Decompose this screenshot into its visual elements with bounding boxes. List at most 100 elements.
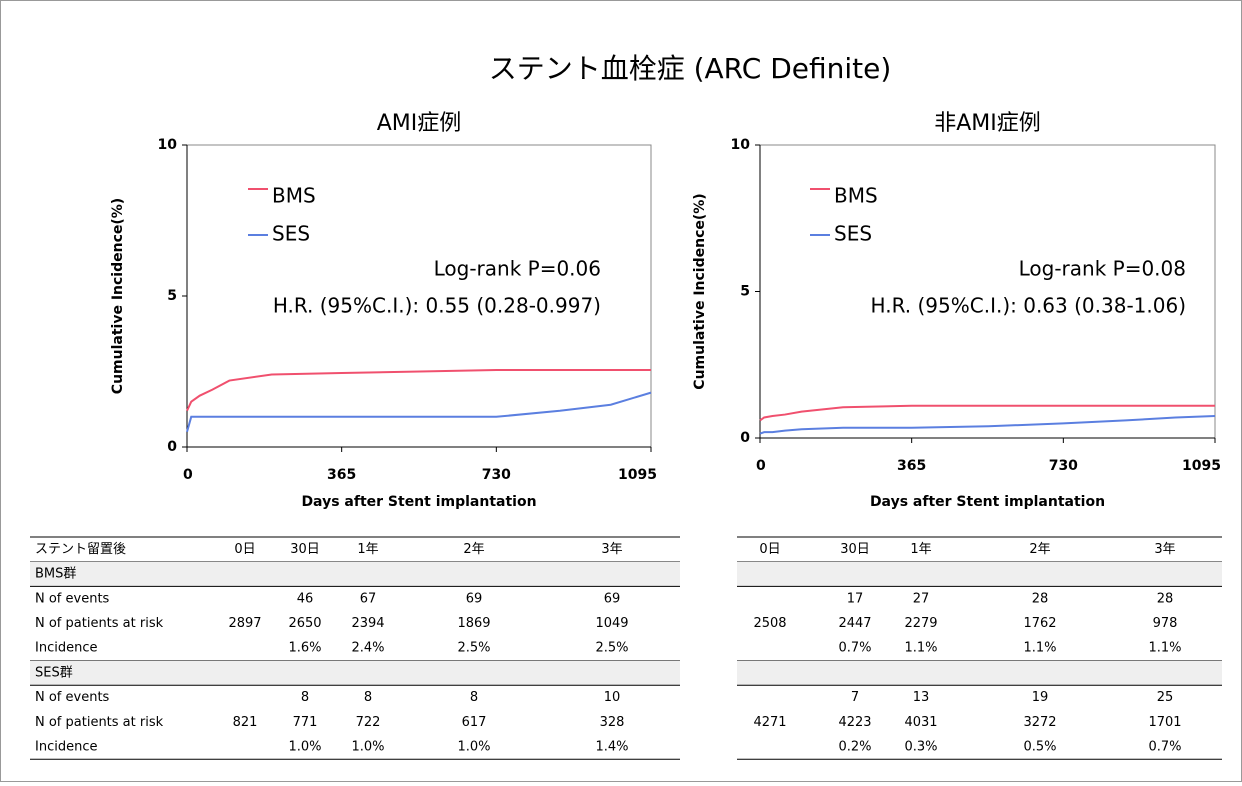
table-cell: 1年 xyxy=(357,542,378,557)
table-cell: 4271 xyxy=(753,715,786,730)
table-cell: 2447 xyxy=(838,616,871,631)
chart-title: 非AMI症例 xyxy=(934,111,1041,136)
table-cell: 2394 xyxy=(351,616,384,631)
table-cell: 1.0% xyxy=(351,739,384,754)
legend-label: BMS xyxy=(272,184,316,208)
group-row xyxy=(30,660,680,686)
table-cell: 0.5% xyxy=(1023,739,1056,754)
table-cell: N of patients at risk xyxy=(35,715,164,730)
table-cell: 0.7% xyxy=(838,641,871,656)
table-cell: 2279 xyxy=(904,616,937,631)
y-tick-label: 10 xyxy=(158,137,178,153)
table-cell: 2年 xyxy=(463,542,484,557)
table-cell: 1年 xyxy=(910,542,931,557)
table-cell: 2508 xyxy=(753,616,786,631)
legend-label: SES xyxy=(834,222,872,246)
table-cell: 8 xyxy=(301,690,309,705)
y-axis-label: Cumulative Incidence(%) xyxy=(692,193,708,389)
page-title: ステント血栓症 (ARC Definite) xyxy=(489,52,892,85)
legend-label: BMS xyxy=(834,184,878,208)
table-cell: 1.0% xyxy=(457,739,490,754)
table-cell: 28 xyxy=(1032,591,1049,606)
table-cell: 0日 xyxy=(759,542,780,557)
table-cell: 821 xyxy=(233,715,258,730)
table-cell: 27 xyxy=(913,591,930,606)
table-cell: ステント留置後 xyxy=(35,542,126,557)
table-cell: 2650 xyxy=(288,616,321,631)
table-cell: 2年 xyxy=(1029,542,1050,557)
table-cell: N of patients at risk xyxy=(35,616,164,631)
y-tick-label: 5 xyxy=(167,288,177,304)
table-cell: 0.3% xyxy=(904,739,937,754)
table-cell: 1.1% xyxy=(1148,641,1181,656)
table-cell: 8 xyxy=(470,690,478,705)
table-cell: 1.1% xyxy=(1023,641,1056,656)
y-tick-label: 0 xyxy=(740,430,750,446)
table-cell: 69 xyxy=(466,591,483,606)
y-tick-label: 5 xyxy=(740,284,750,300)
table-cell: 4031 xyxy=(904,715,937,730)
group-name: BMS群 xyxy=(35,567,76,582)
x-axis-label: Days after Stent implantation xyxy=(870,494,1105,510)
table-cell: 69 xyxy=(604,591,621,606)
x-tick-label: 730 xyxy=(1049,458,1078,474)
annotation: Log-rank P=0.08 xyxy=(1019,257,1186,281)
x-axis-label: Days after Stent implantation xyxy=(301,494,536,510)
table-cell: 0.7% xyxy=(1148,739,1181,754)
annotation: H.R. (95%C.I.): 0.55 (0.28-0.997) xyxy=(273,294,601,318)
series-line xyxy=(759,404,1215,422)
table-cell: 19 xyxy=(1032,690,1049,705)
table-cell: 722 xyxy=(356,715,381,730)
chart-title: AMI症例 xyxy=(377,111,462,136)
group-row xyxy=(737,660,1222,686)
annotation: Log-rank P=0.06 xyxy=(434,257,601,281)
table-cell: 46 xyxy=(297,591,314,606)
x-tick-label: 0 xyxy=(756,458,766,474)
y-axis-label: Cumulative Incidence(%) xyxy=(110,198,126,394)
table-cell: 3272 xyxy=(1023,715,1056,730)
table-cell: 17 xyxy=(847,591,864,606)
table-cell: 2.4% xyxy=(351,641,384,656)
x-tick-label: 1095 xyxy=(1182,458,1221,474)
table-cell: 1701 xyxy=(1148,715,1181,730)
table-cell: 1869 xyxy=(457,616,490,631)
table-cell: Incidence xyxy=(35,641,97,656)
table-cell: 3年 xyxy=(601,542,622,557)
table-cell: 30日 xyxy=(840,542,870,557)
table-cell: 328 xyxy=(600,715,625,730)
table-cell: 28 xyxy=(1157,591,1174,606)
table-cell: 1.1% xyxy=(904,641,937,656)
table-cell: 1.0% xyxy=(288,739,321,754)
table-cell: 1.6% xyxy=(288,641,321,656)
table-cell: 67 xyxy=(360,591,377,606)
annotation: H.R. (95%C.I.): 0.63 (0.38-1.06) xyxy=(871,294,1186,318)
group-row xyxy=(30,561,680,587)
table-cell: 1049 xyxy=(595,616,628,631)
table-cell: 1762 xyxy=(1023,616,1056,631)
x-tick-label: 1095 xyxy=(618,467,657,483)
table-cell: 25 xyxy=(1157,690,1174,705)
table-cell: 0日 xyxy=(234,542,255,557)
table-cell: 30日 xyxy=(290,542,320,557)
table-cell: 4223 xyxy=(838,715,871,730)
x-tick-label: 0 xyxy=(183,467,193,483)
y-tick-label: 0 xyxy=(167,439,177,455)
table-cell: 2.5% xyxy=(595,641,628,656)
table-cell: 8 xyxy=(364,690,372,705)
group-name: SES群 xyxy=(35,665,73,680)
x-tick-label: 365 xyxy=(897,458,926,474)
table-cell: 2897 xyxy=(228,616,261,631)
series-line xyxy=(186,391,652,433)
table-cell: N of events xyxy=(35,690,110,705)
table-cell: Incidence xyxy=(35,739,97,754)
table-cell: 3年 xyxy=(1154,542,1175,557)
table-cell: N of events xyxy=(35,591,110,606)
table-cell: 2.5% xyxy=(457,641,490,656)
table-cell: 7 xyxy=(851,690,859,705)
x-tick-label: 730 xyxy=(482,467,511,483)
x-tick-label: 365 xyxy=(327,467,356,483)
table-cell: 0.2% xyxy=(838,739,871,754)
series-line xyxy=(186,368,651,412)
series-line xyxy=(759,415,1216,435)
